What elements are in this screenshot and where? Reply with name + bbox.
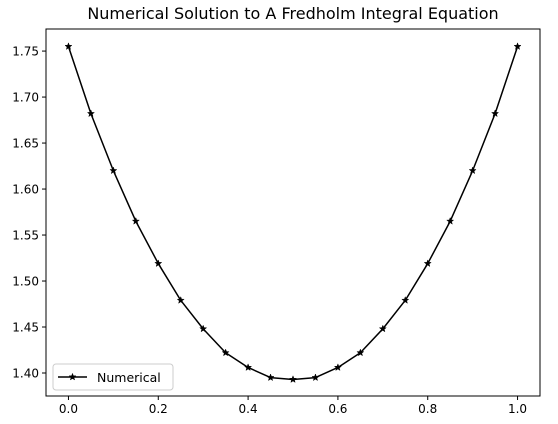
chart-title: Numerical Solution to A Fredholm Integra…: [87, 4, 498, 23]
data-point-star: [423, 259, 432, 268]
y-tick-label: 1.70: [12, 91, 39, 105]
data-point-star: [446, 216, 455, 225]
x-tick-label: 0.0: [59, 402, 78, 416]
data-point-star: [356, 348, 365, 357]
data-point-star: [401, 296, 410, 304]
data-point-star: [64, 42, 73, 50]
x-tick-label: 0.2: [149, 402, 168, 416]
data-point-star: [266, 373, 275, 382]
data-point-star: [176, 296, 185, 304]
data-point-star: [199, 324, 208, 333]
data-point-star: [490, 109, 500, 118]
x-tick-label: 0.4: [239, 402, 258, 416]
data-point-star: [513, 42, 522, 50]
x-tick-label: 0.6: [328, 402, 347, 416]
legend-marker: [68, 372, 77, 381]
series-line-numerical: [67, 46, 519, 381]
data-point-star: [154, 259, 163, 268]
y-tick-label: 1.60: [12, 183, 39, 197]
data-point-star: [378, 324, 387, 333]
x-axis: 0.0 0.2 0.4 0.6 0.8 1.0: [59, 396, 527, 416]
data-point-star: [131, 216, 140, 225]
plot-area: [45, 28, 541, 397]
y-tick-label: 1.65: [12, 137, 39, 151]
x-tick-label: 1.0: [508, 402, 527, 416]
data-point-star: [221, 348, 230, 357]
y-tick-label: 1.45: [12, 321, 39, 335]
x-tick-label: 0.8: [418, 402, 437, 416]
data-point-star: [288, 375, 298, 383]
data-point-star: [243, 363, 253, 371]
y-tick-label: 1.75: [12, 45, 39, 59]
y-tick-label: 1.40: [12, 367, 39, 381]
y-axis: 1.40 1.45 1.50 1.55 1.60 1.65 1.70 1.75: [12, 45, 46, 381]
legend-label-numerical: Numerical: [97, 370, 161, 385]
data-point-star: [333, 363, 343, 371]
data-point-star: [468, 166, 477, 175]
y-tick-label: 1.55: [12, 229, 39, 243]
data-point-star: [109, 166, 118, 175]
legend: Numerical: [52, 363, 174, 391]
data-point-star: [86, 109, 96, 118]
y-tick-label: 1.50: [12, 275, 39, 289]
series-layer: [64, 42, 522, 383]
data-point-star: [311, 373, 320, 382]
legend-star-marker: [68, 372, 77, 381]
legend-box: [52, 363, 174, 391]
